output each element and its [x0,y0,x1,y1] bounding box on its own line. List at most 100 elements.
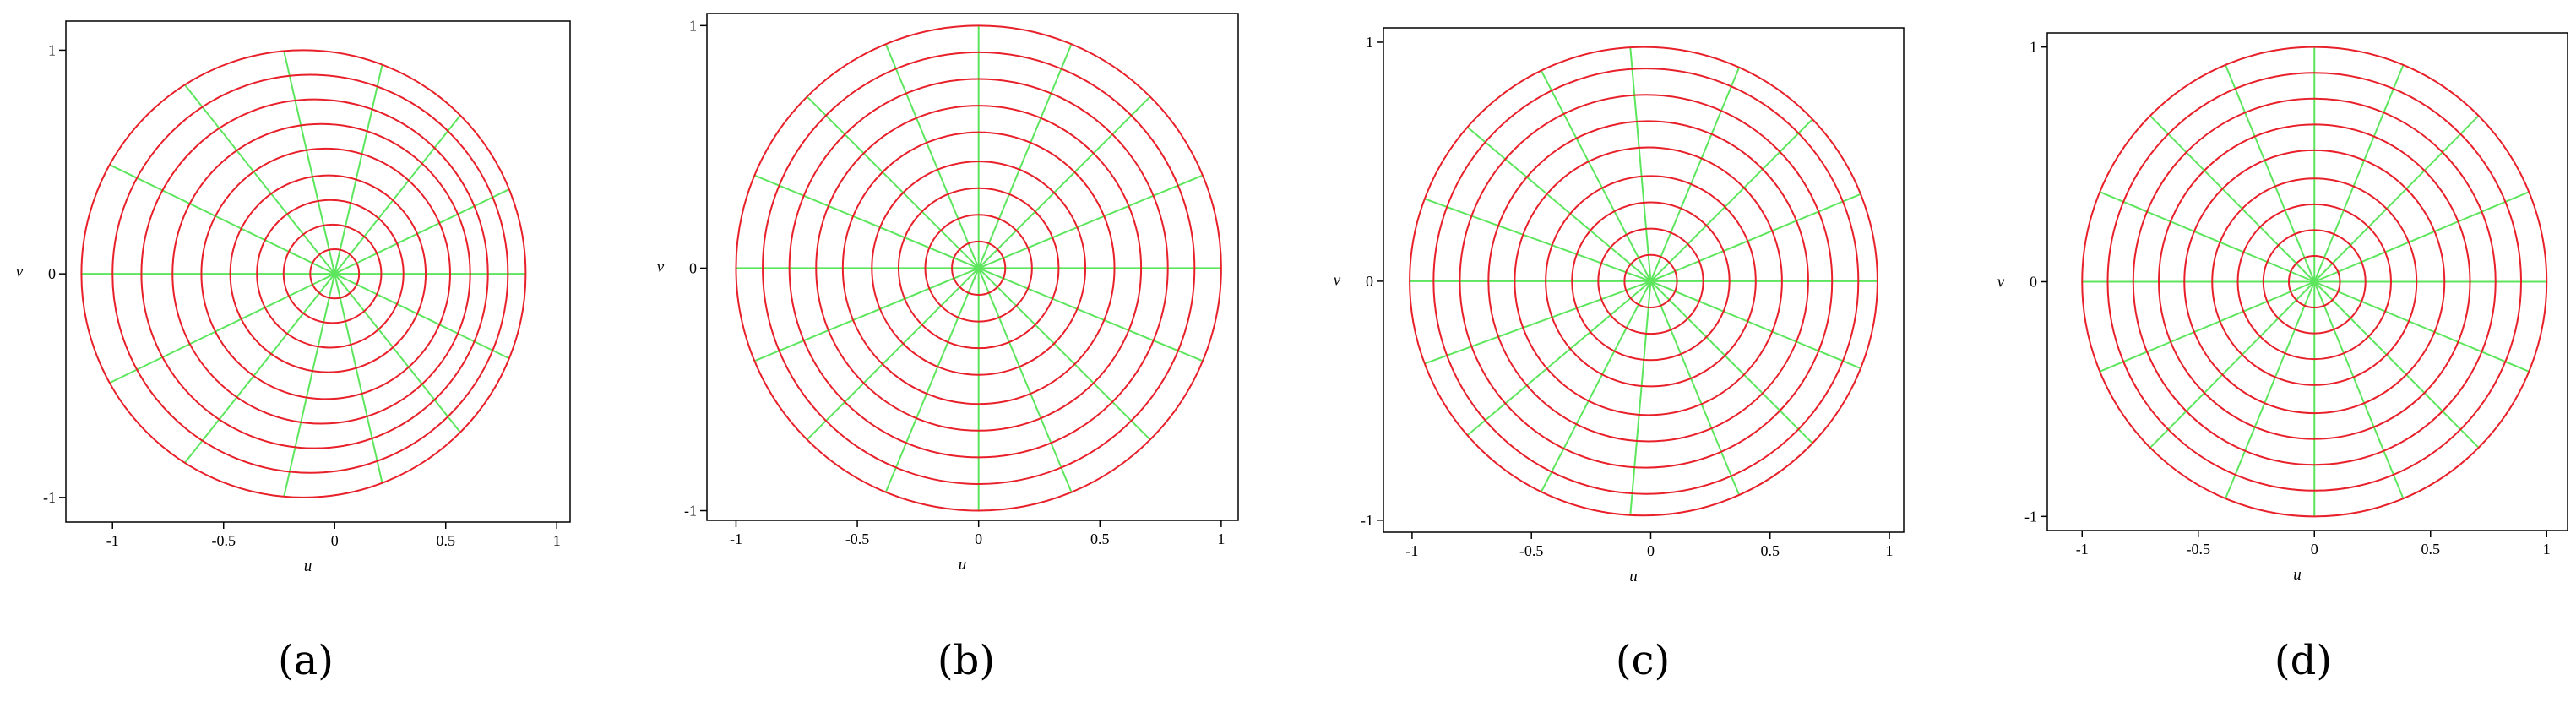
circle [140,98,489,449]
x-tick-label: 0 [1647,542,1655,559]
circle [1623,253,1678,309]
circle [2288,254,2341,309]
y-tick-label: -1 [43,489,56,506]
spoke [2313,280,2480,449]
spoke [283,51,336,275]
spoke [334,114,461,275]
spoke [109,164,335,275]
circle [951,240,1007,297]
x-tick-label: -1 [106,532,119,549]
y-axis-label: v [1334,272,1341,290]
y-tick-label: 0 [48,265,56,282]
circle [1571,201,1731,362]
spoke [977,267,1151,441]
circle [1487,120,1809,443]
circle [256,199,405,349]
spoke [334,273,461,433]
x-tick-label: 0.5 [436,532,455,549]
x-tick-label: 1 [1886,542,1894,559]
spoke [1540,280,1652,492]
circle [229,174,427,373]
x-axis-label: u [1629,568,1638,585]
spoke [2225,281,2316,499]
spoke [184,84,336,275]
y-axis-label: v [1997,274,2005,291]
x-tick-label: -1 [1405,542,1418,559]
x-tick-label: -1 [730,531,742,547]
circle [200,147,451,400]
circle [1545,175,1757,388]
circle [735,24,1222,512]
x-tick-label: -0.5 [845,531,870,547]
circle [1459,94,1834,469]
y-tick-label: -1 [684,503,697,520]
circle [924,214,1033,323]
x-tick-label: 1 [1217,531,1225,547]
circle [171,122,471,425]
x-tick-label: -0.5 [1519,542,1544,559]
spoke [806,95,980,269]
caption: (c) [1616,637,1670,684]
circle [815,105,1143,432]
x-tick-label: 0.5 [2421,541,2441,558]
frame [706,13,1239,521]
x-tick-label: -0.5 [211,532,236,549]
x-tick-label: 1 [553,532,561,549]
spoke [806,267,980,441]
spoke [884,268,980,493]
panel: -1 -0.5 0 0.5 1 -1 0 1 u v (a) [16,20,571,684]
spoke [2099,280,2315,373]
spoke [1424,198,1651,282]
spoke [977,43,1073,269]
circle [897,187,1060,350]
spoke [884,43,980,269]
spoke [334,188,510,275]
spoke [1540,70,1652,282]
y-axis-label: v [16,264,24,281]
plot-area [80,49,527,498]
spoke [977,268,1073,493]
spoke [753,267,980,362]
spoke [753,174,980,269]
panel: -1 -0.5 0 0.5 1 -1 0 1 u v (d) [1997,32,2568,684]
x-tick-label: 0.5 [1090,531,1110,547]
spoke [1649,280,1813,444]
y-tick-label: -1 [2024,508,2037,525]
spoke [978,267,1204,362]
x-tick-label: -0.5 [2187,541,2211,558]
caption: (b) [937,637,995,684]
spoke [334,273,510,360]
spoke [1650,193,1861,282]
spoke [1649,67,1741,282]
spoke [2225,64,2316,282]
circle [80,49,527,498]
circle [762,51,1196,485]
x-axis-label: u [959,556,967,574]
circle [2236,203,2392,361]
circle [788,78,1169,459]
y-tick-label: 0 [1366,273,1373,290]
spoke [109,273,335,384]
circle [111,73,509,474]
y-tick-label: 1 [689,17,697,34]
circle [309,248,361,300]
panel: -1 -0.5 0 0.5 1 -1 0 1 u v (c) [1334,27,1905,684]
y-axis-label: v [657,258,665,276]
x-tick-label: 1 [2543,541,2551,558]
caption: (d) [2274,637,2332,684]
circle [2106,72,2522,492]
spoke [977,95,1151,269]
circle [2132,97,2497,466]
y-tick-label: 1 [2030,39,2037,56]
circle [1514,146,1783,416]
circle [1432,68,1860,495]
x-tick-label: -1 [2076,541,2089,558]
y-tick-label: 1 [48,41,56,58]
spoke [334,64,383,275]
y-tick-label: 1 [1366,34,1373,51]
circle [1409,46,1878,517]
y-tick-label: 0 [689,259,697,276]
circle [2081,46,2548,518]
frame [1383,27,1905,533]
spoke [1466,280,1652,437]
